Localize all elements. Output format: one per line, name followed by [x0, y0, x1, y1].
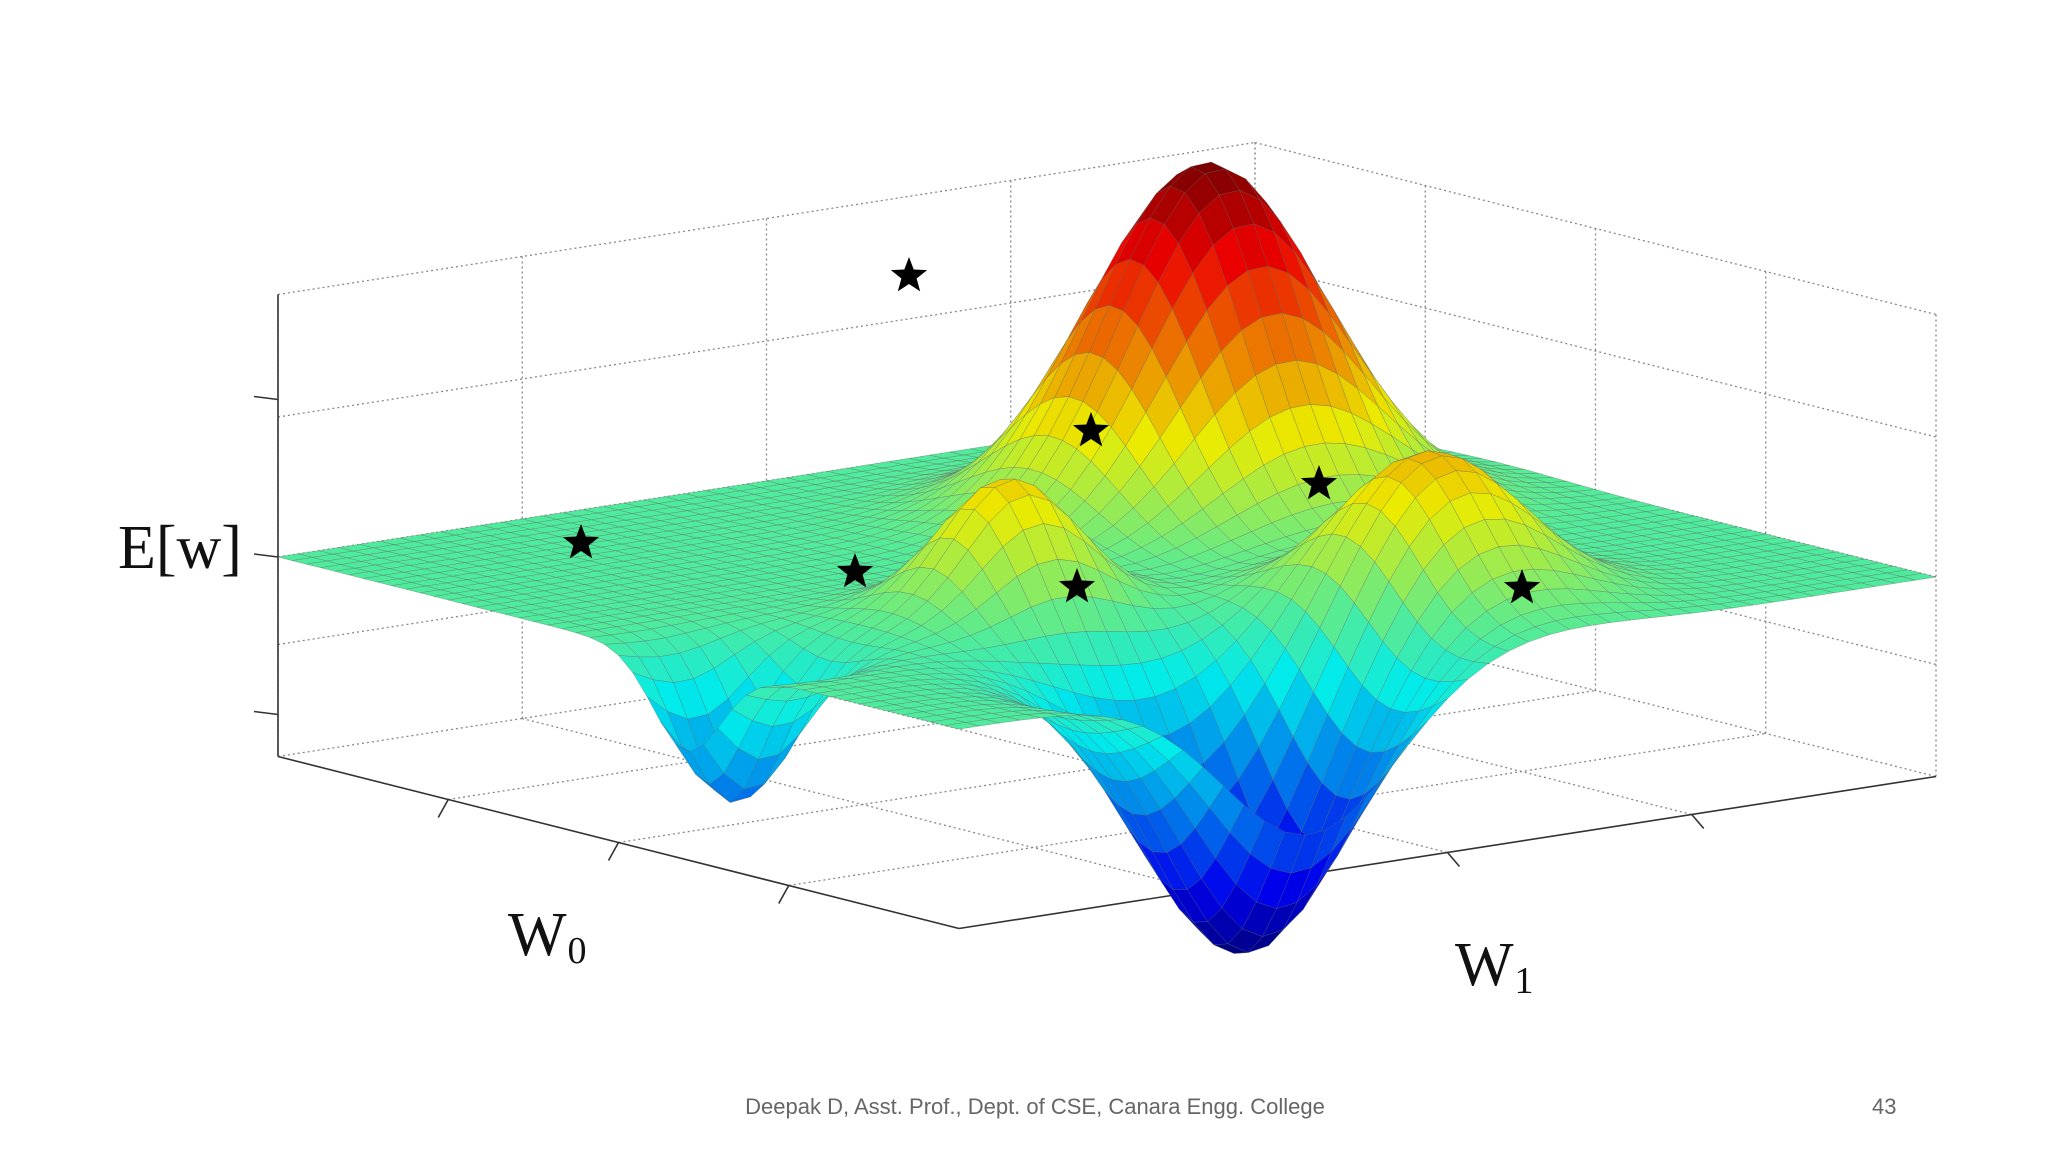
- star-marker: [1300, 465, 1338, 500]
- w0-axis-tick: [607, 842, 620, 861]
- w0-axis-tick: [778, 885, 790, 904]
- star-marker: [1503, 569, 1541, 604]
- z-axis-label: E[w]: [118, 514, 242, 582]
- star-marker: [1058, 568, 1096, 603]
- w1-axis-tick: [1691, 813, 1705, 830]
- star-marker: [1072, 412, 1110, 447]
- w0-axis-label-base: W: [508, 901, 567, 969]
- z-axis-tick: [253, 710, 279, 716]
- star-marker: [562, 524, 600, 559]
- z-axis-tick: [253, 395, 279, 401]
- page-number: 43: [1872, 1094, 1897, 1119]
- star-marker: [836, 553, 874, 588]
- w0-axis-label: W0: [508, 900, 587, 972]
- grid-line: [1254, 264, 1937, 438]
- error-surface: [277, 161, 1937, 954]
- w0-axis-label-sub: 0: [567, 930, 587, 972]
- grid-line: [1254, 603, 1937, 778]
- star-markers: [562, 257, 1541, 604]
- star-marker: [890, 257, 928, 292]
- w0-axis-tick: [437, 799, 449, 818]
- surface-patch: [944, 722, 980, 730]
- z-axis-tick: [253, 553, 279, 558]
- grid-line: [1254, 141, 1937, 316]
- w1-axis-tick: [1446, 851, 1461, 868]
- w1-axis-label: W1: [1455, 930, 1534, 1002]
- grid-line: [522, 717, 1204, 892]
- w1-axis-label-sub: 1: [1514, 960, 1534, 1002]
- w1-axis-label-base: W: [1455, 931, 1514, 999]
- footer-credit: Deepak D, Asst. Prof., Dept. of CSE, Can…: [745, 1094, 1325, 1119]
